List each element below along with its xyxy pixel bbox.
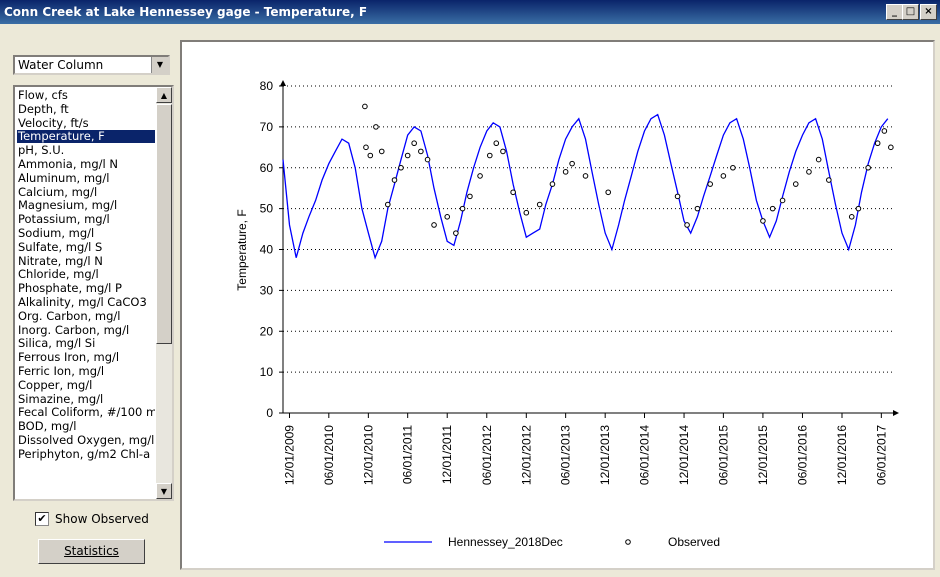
- scroll-up[interactable]: ▲: [156, 87, 172, 103]
- checkbox-label: Show Observed: [55, 512, 149, 526]
- list-item[interactable]: Fecal Coliform, #/100 m: [18, 406, 155, 420]
- list-item[interactable]: Copper, mg/l: [18, 378, 93, 392]
- button-label: Statistics: [64, 544, 119, 558]
- close-button[interactable]: ×: [920, 4, 937, 20]
- list-item[interactable]: Org. Carbon, mg/l: [18, 309, 121, 323]
- list-item[interactable]: Sodium, mg/l: [18, 227, 95, 240]
- list-item[interactable]: BOD, mg/l: [18, 420, 77, 434]
- list-item[interactable]: Simazine, mg/l: [18, 392, 104, 406]
- list-item[interactable]: Ammonia, mg/l N: [18, 158, 118, 171]
- list-item[interactable]: Sulfate, mg/l S: [18, 240, 103, 254]
- statistics-button[interactable]: Statistics: [38, 539, 145, 564]
- list-item[interactable]: Chloride, mg/l: [18, 268, 99, 282]
- dropdown-value: Water Column: [18, 58, 104, 72]
- list-item[interactable]: Calcium, mg/l: [18, 185, 98, 199]
- maximize-button[interactable]: □: [902, 4, 919, 20]
- list-item[interactable]: Dissolved Oxygen, mg/l: [18, 434, 155, 447]
- list-item[interactable]: Ferrous Iron, mg/l: [18, 351, 120, 365]
- list-item[interactable]: Inorg. Carbon, mg/l: [18, 323, 130, 337]
- list-item[interactable]: Silica, mg/l Si: [18, 337, 96, 351]
- list-item[interactable]: Alkalinity, mg/l CaCO3: [18, 296, 147, 309]
- list-item[interactable]: Velocity, ft/s: [18, 116, 89, 130]
- scroll-thumb[interactable]: [156, 104, 172, 344]
- list-item[interactable]: Phosphate, mg/l P: [18, 282, 122, 296]
- chart-panel: [180, 40, 935, 570]
- scrollbar[interactable]: ▲ ▼: [156, 87, 172, 499]
- checkbox-box[interactable]: ✔: [35, 512, 49, 526]
- list-item[interactable]: Depth, ft: [18, 102, 69, 116]
- window-title: Conn Creek at Lake Hennessey gage - Temp…: [4, 5, 368, 19]
- dropdown-arrow[interactable]: ▼: [151, 57, 168, 73]
- list-item[interactable]: Ferric Ion, mg/l: [18, 365, 105, 378]
- dropdown[interactable]: Water Column ▼: [13, 55, 170, 75]
- list-item[interactable]: Magnesium, mg/l: [18, 199, 118, 213]
- list-item[interactable]: Periphyton, g/m2 Chl-a: [18, 447, 151, 461]
- list-item[interactable]: Temperature, F: [17, 130, 155, 144]
- scroll-down[interactable]: ▼: [156, 483, 172, 499]
- list-item[interactable]: pH, S.U.: [18, 144, 65, 158]
- list-item[interactable]: Aluminum, mg/l: [18, 171, 110, 185]
- title-bar: Conn Creek at Lake Hennessey gage - Temp…: [0, 0, 940, 24]
- list-item[interactable]: Potassium, mg/l: [18, 213, 110, 227]
- list-item[interactable]: Nitrate, mg/l N: [18, 254, 103, 268]
- listbox[interactable]: Flow, cfs Depth, ft Velocity, ft/s Temperat…: [13, 85, 174, 501]
- minimize-button[interactable]: _: [886, 4, 903, 20]
- list-item[interactable]: Flow, cfs: [18, 89, 68, 102]
